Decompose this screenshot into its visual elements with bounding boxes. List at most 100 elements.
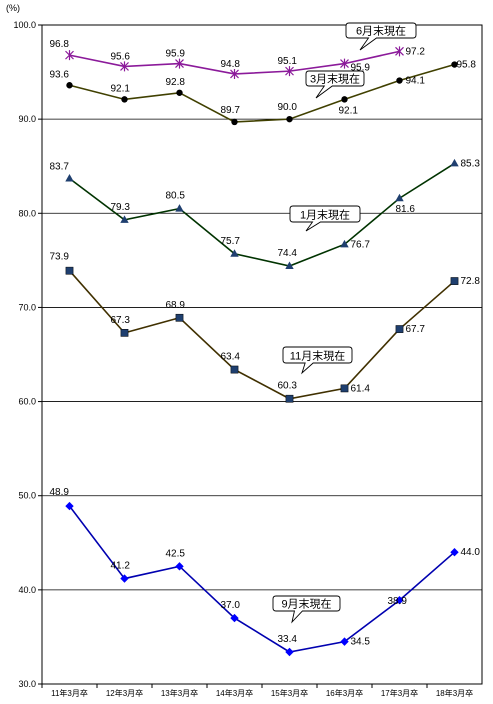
callout-bubble bbox=[289, 205, 361, 232]
y-tick-label: 40.0 bbox=[18, 585, 36, 595]
data-label: 95.9 bbox=[166, 49, 186, 60]
data-point-marker bbox=[340, 637, 349, 646]
data-point-marker bbox=[450, 158, 459, 167]
data-point-marker bbox=[175, 562, 184, 571]
data-label: 38.9 bbox=[388, 596, 408, 607]
data-label: 76.7 bbox=[351, 239, 371, 250]
x-tick-label: 13年3月卒 bbox=[161, 688, 198, 698]
data-point-marker bbox=[230, 613, 239, 623]
x-tick-label: 12年3月卒 bbox=[106, 688, 143, 698]
data-point-marker bbox=[286, 115, 293, 123]
series-line bbox=[68, 270, 456, 400]
data-point-marker bbox=[65, 50, 74, 61]
y-tick-label: 50.0 bbox=[18, 491, 36, 501]
series-3 bbox=[65, 266, 459, 403]
callout-bubble bbox=[282, 346, 353, 375]
data-point-marker bbox=[450, 277, 459, 285]
data-point-marker bbox=[340, 239, 349, 248]
data-label: 94.8 bbox=[221, 59, 241, 70]
data-point-marker bbox=[395, 596, 404, 605]
y-tick-label: 70.0 bbox=[18, 302, 36, 312]
data-point-marker bbox=[120, 215, 129, 223]
data-label: 89.7 bbox=[221, 105, 241, 116]
x-tick-label: 11年3月卒 bbox=[51, 688, 88, 698]
data-point-marker bbox=[230, 249, 239, 257]
data-point-marker bbox=[340, 58, 349, 69]
data-point-marker bbox=[66, 82, 73, 89]
series-callout: 11月末現在 bbox=[282, 346, 353, 375]
data-point-marker bbox=[450, 548, 459, 557]
series-callout: 9月末現在 bbox=[272, 595, 341, 624]
callout-bubble bbox=[305, 70, 365, 99]
data-point-marker bbox=[121, 96, 128, 103]
data-point-marker bbox=[65, 173, 74, 182]
x-tick-label: 14年3月卒 bbox=[216, 688, 253, 698]
data-label: 67.3 bbox=[111, 315, 131, 326]
data-point-marker bbox=[285, 394, 294, 403]
callout-bubble bbox=[345, 22, 417, 51]
data-label: 95.9 bbox=[351, 63, 371, 74]
data-label: 41.2 bbox=[111, 561, 131, 572]
data-label: 63.4 bbox=[221, 352, 241, 363]
data-label: 95.1 bbox=[278, 56, 298, 67]
series-callout: 1月末現在 bbox=[289, 205, 361, 232]
data-point-marker bbox=[340, 384, 349, 393]
data-label: 67.7 bbox=[406, 324, 426, 335]
y-tick-label: 90.0 bbox=[18, 114, 36, 124]
data-label: 37.0 bbox=[221, 600, 241, 611]
callout-label: 6月末現在 bbox=[356, 24, 406, 38]
callout-bubble bbox=[272, 595, 341, 624]
data-label: 73.9 bbox=[50, 252, 70, 263]
series-line bbox=[68, 505, 456, 653]
data-point-marker bbox=[230, 365, 239, 374]
x-tick-label: 16年3月卒 bbox=[326, 688, 363, 698]
y-tick-label: 60.0 bbox=[18, 397, 36, 407]
data-label: 68.9 bbox=[166, 300, 186, 311]
x-axis: 11年3月卒 12年3月卒 13年3月卒 14年3月卒 15年3月卒 16年3月卒 17年3… bbox=[41, 684, 473, 698]
data-label: 96.8 bbox=[50, 39, 70, 50]
callout-label: 9月末現在 bbox=[281, 597, 331, 611]
data-point-marker bbox=[396, 77, 403, 84]
series-callout: 3月末現在 bbox=[305, 70, 365, 99]
data-label: 85.3 bbox=[461, 158, 481, 169]
data-label: 94.1 bbox=[406, 76, 426, 87]
data-point-marker bbox=[285, 647, 294, 657]
data-label: 42.5 bbox=[166, 548, 186, 559]
data-label: 61.4 bbox=[351, 383, 371, 394]
data-point-marker bbox=[175, 58, 184, 69]
data-labels: 96.8 95.6 95.9 94.8 95.1 95.9 97.2 93.6 92.1 92.8… bbox=[50, 39, 481, 648]
y-tick-label: 100.0 bbox=[13, 20, 36, 30]
data-point-marker bbox=[120, 328, 129, 337]
data-point-marker bbox=[120, 61, 129, 72]
data-label: 90.0 bbox=[278, 102, 298, 113]
data-label: 81.6 bbox=[396, 204, 416, 215]
data-label: 95.6 bbox=[111, 51, 131, 62]
data-point-marker bbox=[395, 46, 404, 57]
data-label: 33.4 bbox=[278, 634, 298, 645]
x-tick-label: 17年3月卒 bbox=[381, 688, 418, 698]
data-label: 44.0 bbox=[461, 547, 481, 558]
data-label: 48.9 bbox=[50, 487, 70, 498]
callout-label: 3月末現在 bbox=[310, 72, 360, 86]
y-unit-label: (%) bbox=[6, 3, 20, 13]
y-axis: 100.0 90.0 80.0 70.0 60.0 50.0 40.0 30.0 bbox=[13, 20, 42, 689]
data-label: 74.4 bbox=[278, 248, 298, 259]
data-point-marker bbox=[285, 66, 294, 77]
series-0 bbox=[65, 46, 404, 79]
data-point-marker bbox=[285, 261, 294, 270]
y-tick-label: 80.0 bbox=[18, 208, 36, 218]
data-point-marker bbox=[65, 501, 74, 511]
callout-label: 11月末現在 bbox=[290, 349, 345, 363]
data-label: 72.8 bbox=[461, 276, 481, 287]
series-2 bbox=[65, 158, 459, 270]
data-label: 92.8 bbox=[166, 77, 186, 88]
data-point-marker bbox=[395, 193, 404, 202]
data-label: 92.1 bbox=[111, 83, 131, 94]
data-label: 79.3 bbox=[111, 202, 131, 213]
data-label: 80.5 bbox=[166, 191, 186, 202]
series-line bbox=[69, 162, 455, 267]
data-point-marker bbox=[176, 89, 183, 96]
data-point-marker bbox=[231, 118, 238, 126]
